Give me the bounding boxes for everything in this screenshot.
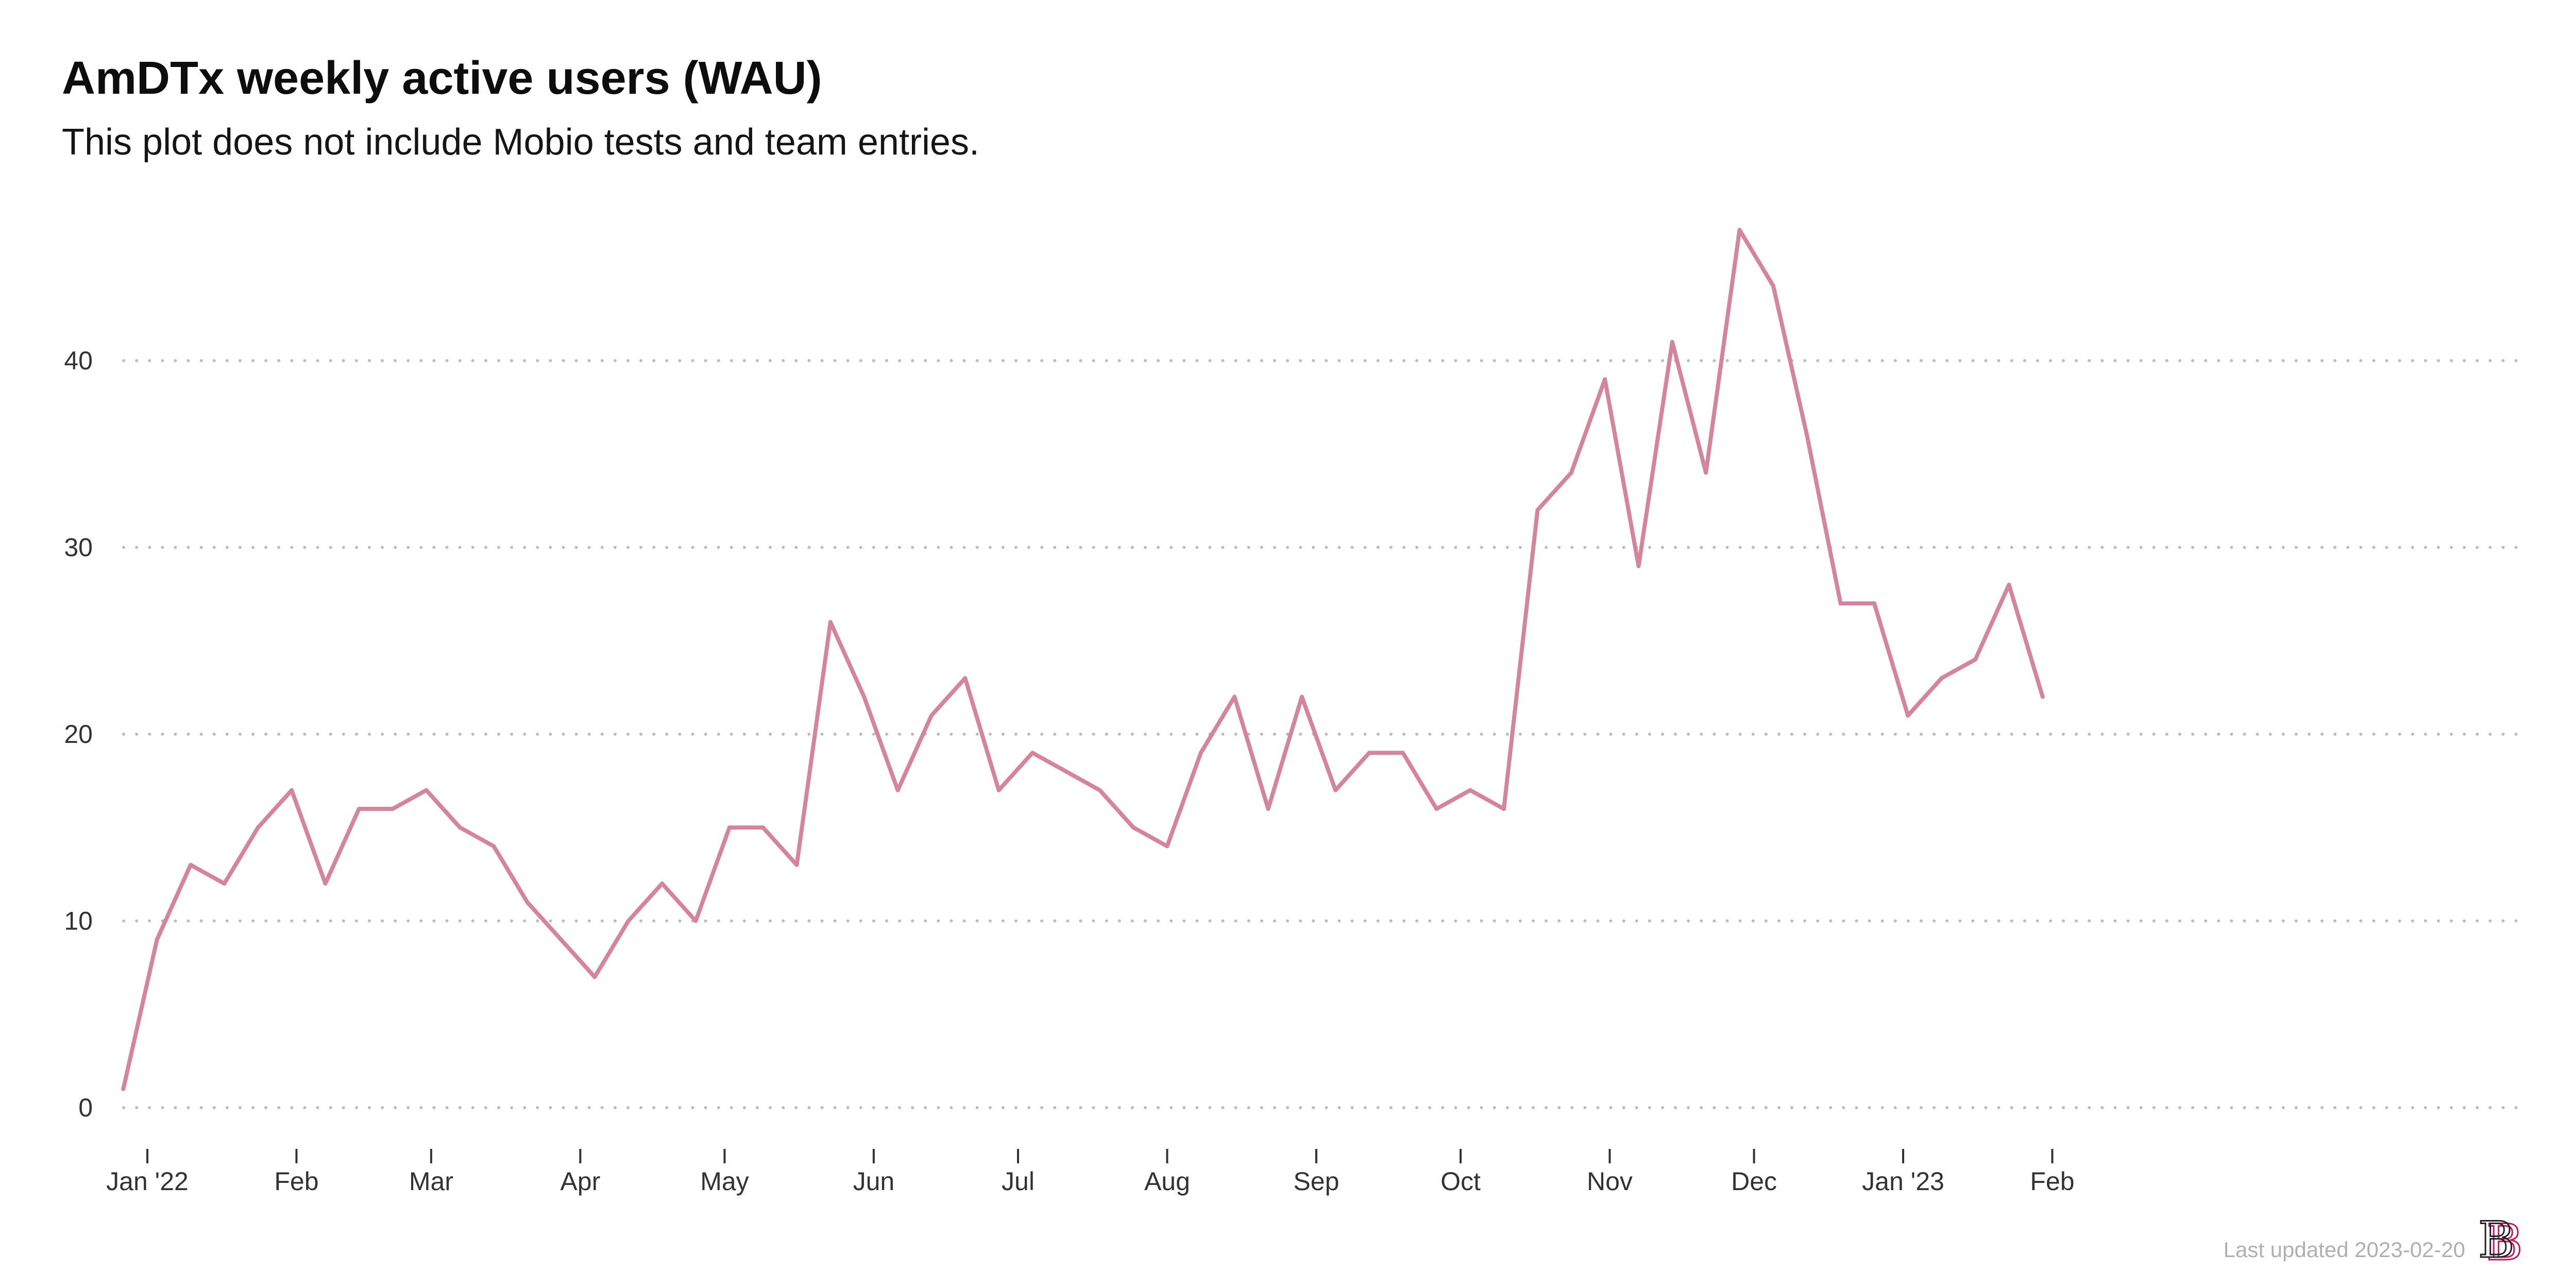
data-point — [391, 807, 395, 811]
y-tick-label: 40 — [64, 346, 93, 375]
y-tick-label: 0 — [78, 1093, 93, 1122]
data-point — [189, 862, 193, 867]
data-point — [626, 919, 631, 923]
x-axis-tick-labels: Jan '22 Feb Mar Apr May Jun Jul Aug Sep Oct Nov Dec… — [106, 1167, 2074, 1196]
data-point — [492, 844, 496, 849]
data-point — [1468, 788, 1472, 792]
data-point — [1367, 751, 1371, 755]
data-point — [828, 620, 833, 624]
y-axis-tick-labels: 0 10 20 30 40 — [64, 346, 93, 1122]
data-point — [525, 900, 530, 905]
data-point — [155, 937, 159, 942]
data-point — [592, 975, 597, 979]
data-point — [424, 788, 429, 792]
data-point — [1805, 433, 1809, 437]
data-point — [121, 1087, 126, 1091]
data-point — [1939, 676, 1944, 681]
data-point — [929, 713, 934, 718]
data-point — [1030, 751, 1035, 755]
data-point — [1906, 713, 1910, 718]
last-updated-label: Last updated 2023-02-20 — [2224, 1238, 2465, 1262]
x-axis-ticks — [146, 1149, 2054, 1163]
brand-logo-icon: B B — [2478, 1211, 2524, 1273]
data-point — [1165, 844, 1170, 849]
data-point — [862, 694, 867, 699]
data-point — [1434, 807, 1439, 811]
x-tick-label: Jan '23 — [1862, 1167, 1944, 1196]
data-point — [1704, 470, 1708, 475]
data-point — [290, 788, 294, 792]
data-point — [1838, 601, 1843, 606]
gridlines — [122, 359, 2526, 1109]
data-point — [727, 825, 732, 830]
data-point — [1198, 751, 1203, 755]
y-tick-label: 30 — [64, 533, 93, 562]
x-tick-label: Feb — [274, 1167, 318, 1196]
data-point — [1097, 788, 1102, 792]
data-point — [222, 882, 227, 886]
data-point — [1569, 470, 1573, 475]
x-tick-label: Mar — [409, 1167, 453, 1196]
data-points — [121, 228, 2045, 1091]
data-point — [1502, 807, 1506, 811]
data-point — [1670, 340, 1674, 344]
data-point — [457, 825, 462, 830]
data-point — [1232, 694, 1237, 699]
data-point — [2007, 583, 2011, 587]
data-point — [256, 825, 260, 830]
data-point — [794, 862, 799, 867]
data-point — [1333, 788, 1338, 792]
chart-subtitle: This plot does not include Mobio tests a… — [62, 122, 979, 163]
x-tick-label: Jun — [853, 1167, 895, 1196]
series-line-0 — [121, 228, 2045, 1091]
x-tick-label: Sep — [1293, 1167, 1339, 1196]
data-point — [1299, 694, 1304, 699]
chart-title: AmDTx weekly active users (WAU) — [62, 53, 822, 104]
data-point — [357, 807, 361, 811]
logo-letter-front: B — [2478, 1211, 2515, 1269]
x-tick-label: Feb — [2030, 1167, 2074, 1196]
x-tick-label: Jan '22 — [106, 1167, 189, 1196]
data-point — [996, 788, 1001, 792]
data-point — [1603, 377, 1607, 382]
data-point — [1771, 284, 1775, 288]
data-point — [323, 882, 328, 886]
x-tick-label: Aug — [1144, 1167, 1190, 1196]
data-point — [660, 882, 665, 886]
data-point — [1266, 807, 1270, 811]
x-tick-label: Oct — [1440, 1167, 1481, 1196]
data-point — [1973, 657, 1978, 662]
data-point — [895, 788, 900, 792]
data-point — [2040, 694, 2045, 699]
x-tick-label: Nov — [1587, 1167, 1633, 1196]
x-tick-label: May — [700, 1167, 749, 1196]
data-point — [693, 919, 698, 923]
y-tick-label: 10 — [64, 907, 93, 936]
data-point — [963, 676, 968, 681]
data-point — [1737, 228, 1742, 232]
data-point — [1636, 564, 1641, 568]
data-point — [1872, 601, 1876, 606]
data-point — [1064, 769, 1069, 774]
y-tick-label: 20 — [64, 720, 93, 749]
data-point — [1535, 508, 1540, 512]
data-point — [559, 937, 563, 942]
data-point — [1401, 751, 1405, 755]
x-tick-label: Dec — [1731, 1167, 1777, 1196]
series-layer — [121, 228, 2045, 1091]
x-tick-label: Jul — [1002, 1167, 1035, 1196]
x-tick-label: Apr — [560, 1167, 600, 1196]
logo-letter-back: B — [2486, 1214, 2523, 1272]
data-point — [1131, 825, 1136, 830]
data-point — [761, 825, 766, 830]
